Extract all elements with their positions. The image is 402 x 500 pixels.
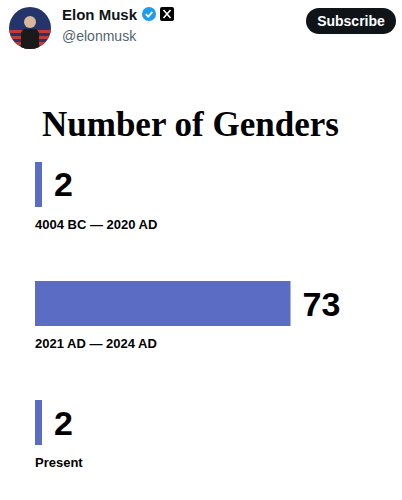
author-name[interactable]: Elon Musk [62,6,138,23]
x-logo-mark [164,10,171,18]
data-label: 2 [54,404,73,442]
author-handle[interactable]: @elonmusk [62,28,137,44]
verified-badge [142,7,156,21]
bars [35,162,291,445]
data-label: 2 [54,165,73,203]
bar [35,162,42,207]
tweet-header: Elon Musk @elonmusk Subscribe [9,6,396,51]
x-logo-bg [160,7,174,21]
bar [35,281,291,326]
badge-circle [142,7,156,21]
avatar-body [21,29,39,51]
chart-title: Number of Genders [42,105,339,144]
avatar-head [24,16,36,28]
category-label: 4004 BC — 2020 AD [35,217,157,232]
data-label: 73 [303,285,341,323]
x-logo [160,7,174,21]
button-label[interactable]: Subscribe [317,13,385,29]
category-label: 2021 AD — 2024 AD [35,336,157,351]
bar [35,400,42,445]
subscribe-button[interactable]: Subscribe [306,8,396,34]
avatar[interactable] [9,7,51,51]
labels: 2 73 2 4004 BC — 2020 AD 2021 AD — 2024 AD Pr… [35,165,340,470]
tweet-card: Elon Musk @elonmusk Subscribe Number of Gen… [0,0,402,500]
button-bg[interactable] [306,8,396,34]
chart: Number of Genders 2 73 2 4004 BC — 2020 AD 20… [35,105,340,470]
badge-check [146,12,153,17]
category-label: Present [35,455,83,470]
